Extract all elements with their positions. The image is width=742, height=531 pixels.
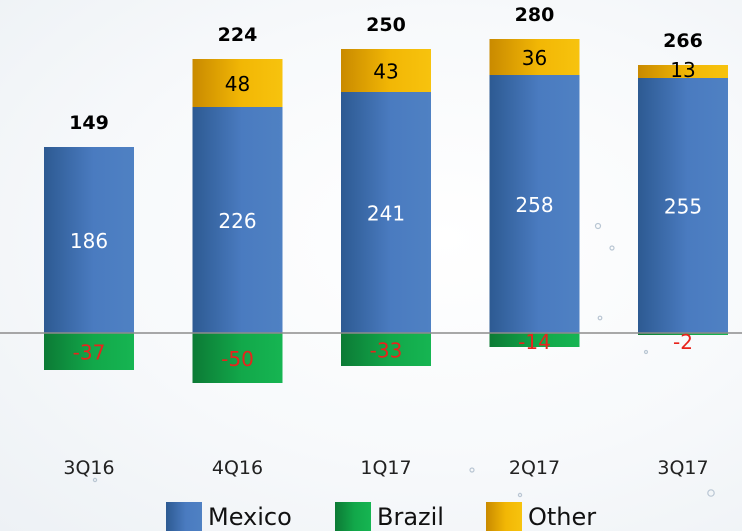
bar-other-1q17 xyxy=(341,49,431,92)
legend-label-mexico: Mexico xyxy=(208,503,292,531)
label-brazil-1q17: -33 xyxy=(370,339,403,363)
label-brazil-3q16: -37 xyxy=(73,341,106,365)
label-other-3q17: 13 xyxy=(670,58,695,82)
bar-brazil-2q17 xyxy=(489,333,580,347)
label-brazil-3q17: -2 xyxy=(673,330,693,354)
bar-other-4q16 xyxy=(192,59,283,107)
legend-label-other: Other xyxy=(528,503,596,531)
label-mexico-3q16: 186 xyxy=(70,229,108,253)
label-brazil-2q17: -14 xyxy=(518,330,551,354)
legend-swatch-mexico xyxy=(166,502,202,531)
label-other-1q17: 43 xyxy=(373,60,398,84)
category-label-3q16: 3Q16 xyxy=(63,457,114,479)
bar-brazil-3q16 xyxy=(44,333,134,370)
label-total-2q17: 280 xyxy=(515,4,555,26)
label-other-4q16: 48 xyxy=(225,72,250,96)
label-mexico-1q17: 241 xyxy=(367,202,405,226)
bars-layer xyxy=(0,39,742,383)
label-mexico-4q16: 226 xyxy=(218,209,256,233)
category-label-1q17: 1Q17 xyxy=(360,457,411,479)
label-brazil-4q16: -50 xyxy=(221,347,254,371)
bar-mexico-1q17 xyxy=(341,92,431,333)
label-mexico-3q17: 255 xyxy=(664,195,702,219)
bar-brazil-4q16 xyxy=(192,333,283,383)
legend-swatch-other xyxy=(486,502,522,531)
bar-brazil-3q17 xyxy=(638,333,728,335)
label-total-4q16: 224 xyxy=(218,24,258,46)
legend: Mexico Brazil Other xyxy=(166,502,596,531)
category-label-2q17: 2Q17 xyxy=(509,457,560,479)
legend-label-brazil: Brazil xyxy=(377,503,444,531)
bar-mexico-4q16 xyxy=(192,107,283,333)
label-total-3q16: 149 xyxy=(69,112,109,134)
label-total-1q17: 250 xyxy=(366,14,406,36)
legend-swatch-brazil xyxy=(335,502,371,531)
bar-mexico-3q16 xyxy=(44,147,134,333)
bar-brazil-1q17 xyxy=(341,333,431,366)
bar-other-3q17 xyxy=(638,65,728,78)
labels-layer: 186 -37 149 3Q16 226 48 -50 224 4Q16 241 43 -33 250 1… xyxy=(63,4,708,479)
label-mexico-2q17: 258 xyxy=(515,193,553,217)
background-bubbles xyxy=(92,222,715,498)
bar-other-2q17 xyxy=(489,39,580,75)
bar-mexico-2q17 xyxy=(489,75,580,333)
label-total-3q17: 266 xyxy=(663,30,703,52)
bar-mexico-3q17 xyxy=(638,78,728,333)
category-label-3q17: 3Q17 xyxy=(657,457,708,479)
category-label-4q16: 4Q16 xyxy=(212,457,263,479)
label-other-2q17: 36 xyxy=(522,46,547,70)
